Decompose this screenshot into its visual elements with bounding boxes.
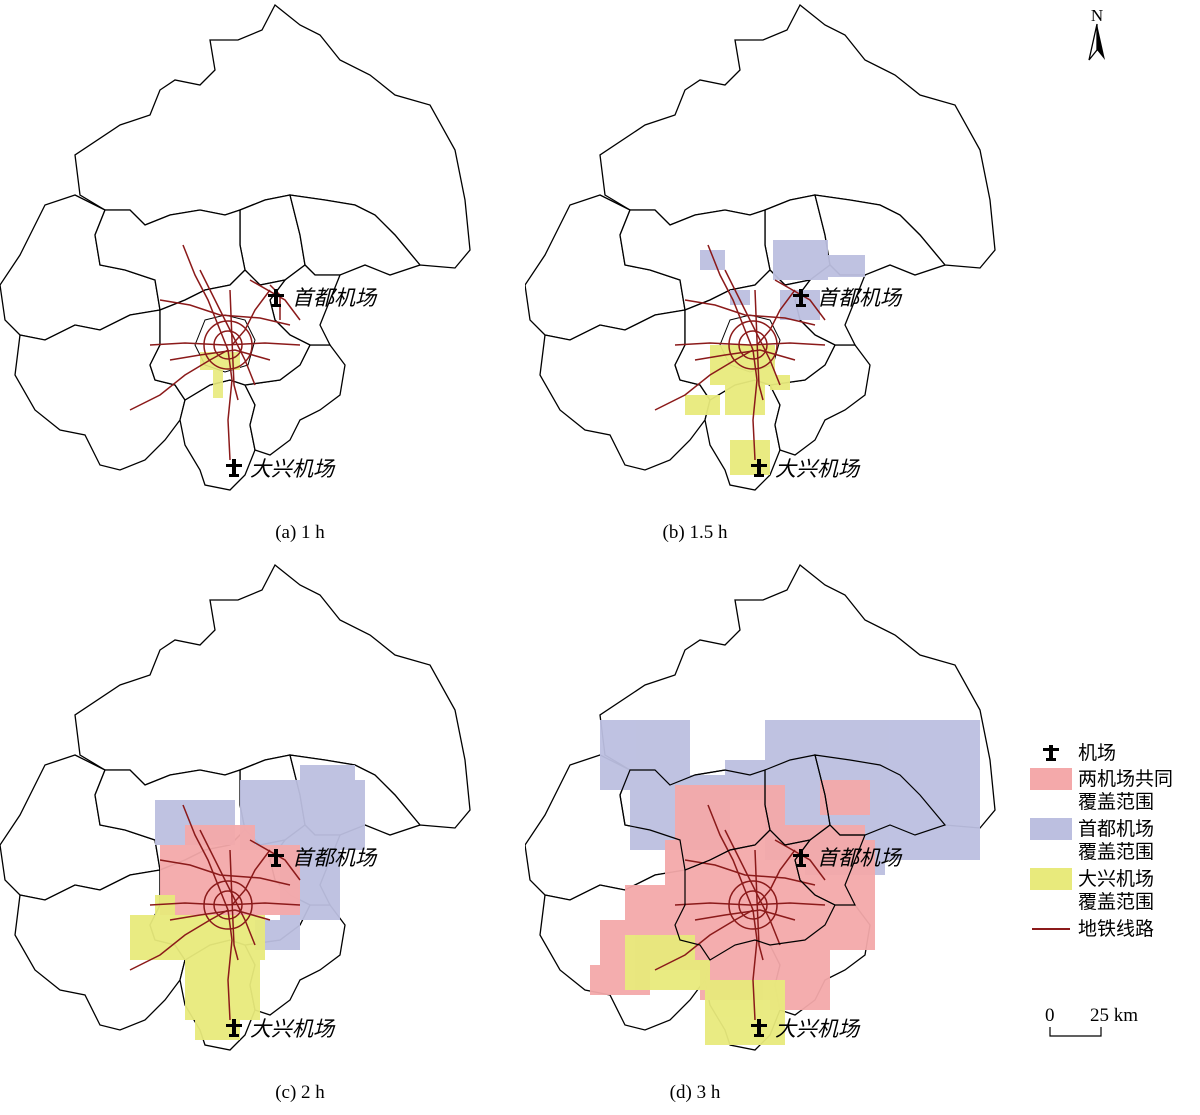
legend-both-text: 两机场共同 覆盖范围 bbox=[1078, 768, 1173, 814]
scale-value-label: 25 km bbox=[1090, 1005, 1139, 1026]
airport-daxing-label: 大兴机场 bbox=[775, 1017, 861, 1041]
panel-c-caption: (c) 2 h bbox=[275, 1082, 325, 1103]
legend-both-line2: 覆盖范围 bbox=[1078, 791, 1155, 813]
legend-daxing-text: 大兴机场 覆盖范围 bbox=[1078, 868, 1154, 914]
coverage-capital bbox=[155, 765, 365, 950]
scale-zero-label: 0 bbox=[1045, 1005, 1055, 1026]
coverage-daxing bbox=[130, 895, 265, 1040]
map-legend: 机场 两机场共同 覆盖范围 首都机场 覆盖范围 大兴机场 覆盖范围 地铁线路 bbox=[1030, 742, 1200, 944]
legend-airport-label: 机场 bbox=[1078, 742, 1117, 764]
map-c-svg: 首都机场 大兴机场 bbox=[0, 563, 471, 1051]
legend-capital-text: 首都机场 覆盖范围 bbox=[1078, 818, 1154, 864]
subway-line-swatch bbox=[1030, 918, 1072, 940]
map-b-svg: 首都机场 大兴机场 bbox=[525, 3, 996, 491]
legend-both-line1: 两机场共同 bbox=[1078, 768, 1174, 790]
map-panel-d: 首都机场 大兴机场 bbox=[525, 560, 1125, 1100]
map-a-svg: 首都机场 大兴机场 bbox=[0, 3, 471, 491]
airport-capital-label: 首都机场 bbox=[817, 286, 903, 310]
legend-item-airport: 机场 bbox=[1030, 742, 1200, 766]
capital-coverage-swatch bbox=[1030, 818, 1072, 840]
panel-d-caption: (d) 3 h bbox=[669, 1082, 721, 1103]
legend-daxing-line1: 大兴机场 bbox=[1078, 868, 1155, 890]
airport-capital-label: 首都机场 bbox=[292, 846, 378, 870]
legend-subway-label: 地铁线路 bbox=[1078, 918, 1155, 940]
airport-capital-label: 首都机场 bbox=[817, 846, 903, 870]
airport-daxing-label: 大兴机场 bbox=[250, 1017, 336, 1041]
legend-capital-line1: 首都机场 bbox=[1078, 818, 1155, 840]
north-arrow-icon: N bbox=[1088, 6, 1105, 61]
map-panel-b: 首都机场 大兴机场 bbox=[525, 0, 1125, 540]
airport-daxing-label: 大兴机场 bbox=[775, 457, 861, 481]
legend-item-subway: 地铁线路 bbox=[1030, 918, 1200, 942]
airport-capital-icon bbox=[793, 849, 809, 867]
legend-capital-line2: 覆盖范围 bbox=[1078, 841, 1155, 863]
airport-daxing-icon bbox=[751, 1019, 767, 1037]
airport-capital-icon bbox=[793, 289, 809, 307]
map-panel-c: 首都机场 大兴机场 bbox=[0, 560, 600, 1100]
map-panel-a: 首都机场 大兴机场 bbox=[0, 0, 600, 540]
district-boundaries bbox=[0, 3, 471, 491]
panel-a-caption: (a) 1 h bbox=[275, 522, 325, 543]
both-coverage-swatch bbox=[1030, 768, 1072, 790]
scale-bar-line bbox=[1049, 1027, 1102, 1037]
airport-daxing-icon bbox=[751, 459, 767, 477]
daxing-coverage-swatch bbox=[1030, 868, 1072, 890]
airport-daxing-label: 大兴机场 bbox=[250, 457, 336, 481]
legend-item-daxing: 大兴机场 覆盖范围 bbox=[1030, 868, 1200, 916]
legend-item-capital: 首都机场 覆盖范围 bbox=[1030, 818, 1200, 866]
airport-capital-icon bbox=[268, 849, 284, 867]
airport-capital-label: 首都机场 bbox=[292, 286, 378, 310]
subway-lines bbox=[654, 244, 826, 461]
subway-lines bbox=[129, 804, 301, 1021]
north-label: N bbox=[1091, 6, 1103, 25]
airport-icon bbox=[1030, 742, 1072, 764]
coverage-daxing bbox=[625, 935, 785, 1045]
scale-bar: 0 25 km bbox=[1045, 1005, 1155, 1041]
legend-item-both: 两机场共同 覆盖范围 bbox=[1030, 768, 1200, 816]
airport-capital-icon bbox=[268, 289, 284, 307]
coverage-daxing bbox=[685, 345, 790, 475]
map-d-svg: 首都机场 大兴机场 bbox=[525, 563, 996, 1051]
airport-daxing-icon bbox=[226, 459, 242, 477]
district-boundaries bbox=[525, 3, 996, 491]
subway-lines bbox=[129, 244, 301, 461]
airport-daxing-icon bbox=[226, 1019, 242, 1037]
panel-b-caption: (b) 1.5 h bbox=[662, 522, 728, 543]
subway-lines bbox=[654, 804, 826, 1021]
legend-daxing-line2: 覆盖范围 bbox=[1078, 891, 1155, 913]
